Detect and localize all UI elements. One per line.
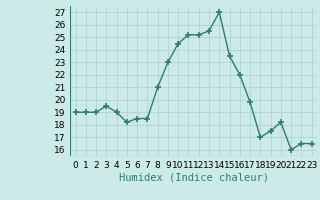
X-axis label: Humidex (Indice chaleur): Humidex (Indice chaleur) xyxy=(119,173,268,183)
